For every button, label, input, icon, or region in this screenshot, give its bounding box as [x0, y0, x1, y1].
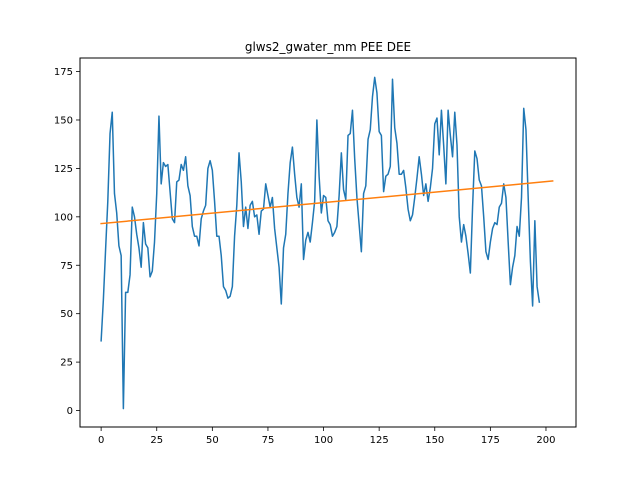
y-tick-label: 25: [60, 358, 73, 369]
y-tick-label: 125: [54, 164, 73, 175]
x-tick-label: 175: [481, 435, 500, 446]
y-axis: 0 25 50 75 100 125 150 175: [54, 67, 80, 417]
y-tick-label: 150: [54, 115, 73, 126]
y-tick-label: 175: [54, 67, 73, 78]
x-tick-label: 50: [206, 435, 219, 446]
chart-title: glws2_gwater_mm PEE DEE: [245, 40, 411, 54]
series-line-2: [100, 180, 554, 225]
x-tick-label: 25: [150, 435, 163, 446]
series-line-1: [100, 76, 541, 410]
plot-frame: [79, 57, 577, 428]
series-layer: [100, 76, 554, 410]
x-tick-label: 200: [536, 435, 555, 446]
x-tick-label: 100: [314, 435, 333, 446]
y-tick-label: 75: [60, 261, 73, 272]
y-tick-label: 50: [60, 309, 73, 320]
x-tick-label: 75: [262, 435, 275, 446]
x-tick-label: 150: [425, 435, 444, 446]
x-axis: 0 25 50 75 100 125 150 175 200: [98, 427, 556, 446]
y-tick-label: 100: [54, 212, 73, 223]
x-tick-label: 125: [370, 435, 389, 446]
x-tick-label: 0: [98, 435, 104, 446]
y-tick-label: 0: [67, 406, 73, 417]
